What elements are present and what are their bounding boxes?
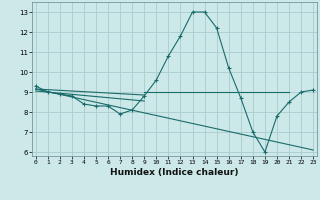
X-axis label: Humidex (Indice chaleur): Humidex (Indice chaleur) bbox=[110, 168, 239, 177]
